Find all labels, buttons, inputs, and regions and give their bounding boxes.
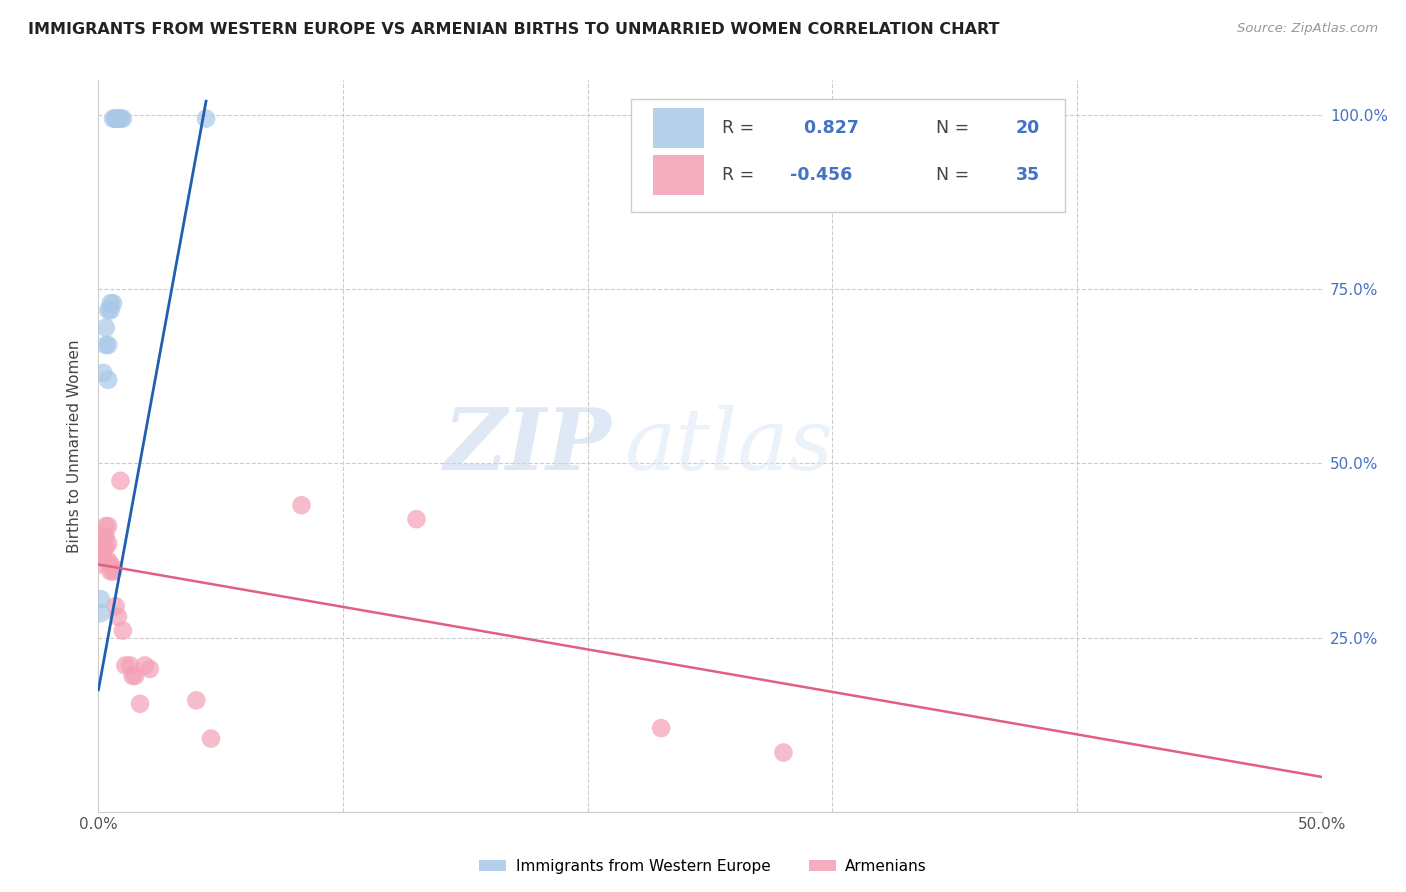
Point (139, 662, 162, 676)
Point (90, 543, 112, 558)
Text: IMMIGRANTS FROM WESTERN EUROPE VS ARMENIAN BIRTHS TO UNMARRIED WOMEN CORRELATION: IMMIGRANTS FROM WESTERN EUROPE VS ARMENI… (28, 22, 1000, 37)
Point (100, 565, 122, 579)
Text: 20: 20 (1015, 119, 1040, 136)
Point (90, 536, 112, 550)
Point (97, 536, 120, 550)
Point (94, 320, 117, 334)
Point (94, 338, 117, 352)
Point (110, 112, 132, 126)
Point (97, 303, 120, 318)
Point (110, 474, 132, 488)
Point (121, 669, 143, 683)
Point (90, 606, 112, 620)
Point (104, 112, 127, 126)
Point (124, 669, 146, 683)
Point (200, 731, 222, 746)
Point (97, 519, 120, 533)
Point (97, 338, 120, 352)
Text: 35: 35 (1015, 167, 1040, 185)
Point (91, 366, 114, 380)
Point (91, 550, 114, 565)
Point (104, 112, 127, 126)
Point (97, 554, 120, 568)
FancyBboxPatch shape (652, 155, 704, 195)
Point (114, 658, 136, 673)
Text: R =: R = (723, 167, 761, 185)
Point (101, 561, 124, 575)
Point (186, 693, 208, 707)
Text: ZIP: ZIP (444, 404, 612, 488)
Point (100, 303, 122, 318)
Point (111, 112, 134, 126)
Text: -0.456: -0.456 (790, 167, 852, 185)
Point (97, 373, 120, 387)
Text: R =: R = (723, 119, 761, 136)
Text: N =: N = (936, 119, 976, 136)
Text: 0.827: 0.827 (799, 119, 859, 136)
Point (104, 599, 127, 614)
Point (94, 519, 117, 533)
Y-axis label: Births to Unmarried Women: Births to Unmarried Women (66, 339, 82, 553)
Point (120, 658, 142, 673)
Point (101, 296, 124, 310)
Point (90, 592, 112, 607)
Text: N =: N = (936, 167, 976, 185)
Point (91, 540, 114, 554)
FancyBboxPatch shape (652, 108, 704, 148)
Point (290, 498, 312, 512)
Point (90, 558, 112, 572)
Point (101, 565, 124, 579)
Point (90, 550, 112, 565)
Point (107, 112, 129, 126)
Point (94, 540, 117, 554)
Point (91, 543, 114, 558)
Text: Source: ZipAtlas.com: Source: ZipAtlas.com (1237, 22, 1378, 36)
Point (650, 721, 672, 735)
Point (107, 609, 129, 624)
Point (772, 746, 794, 760)
Point (101, 112, 124, 126)
Point (111, 624, 134, 638)
Point (94, 530, 117, 544)
Point (100, 558, 122, 572)
Point (195, 112, 218, 126)
Point (405, 512, 427, 526)
FancyBboxPatch shape (630, 99, 1064, 212)
Point (134, 658, 156, 673)
Point (107, 112, 129, 126)
Point (91, 530, 114, 544)
Point (129, 697, 152, 711)
Text: atlas: atlas (624, 405, 834, 487)
Legend: Immigrants from Western Europe, Armenians: Immigrants from Western Europe, Armenian… (472, 853, 934, 880)
Point (110, 112, 132, 126)
Point (100, 296, 122, 310)
